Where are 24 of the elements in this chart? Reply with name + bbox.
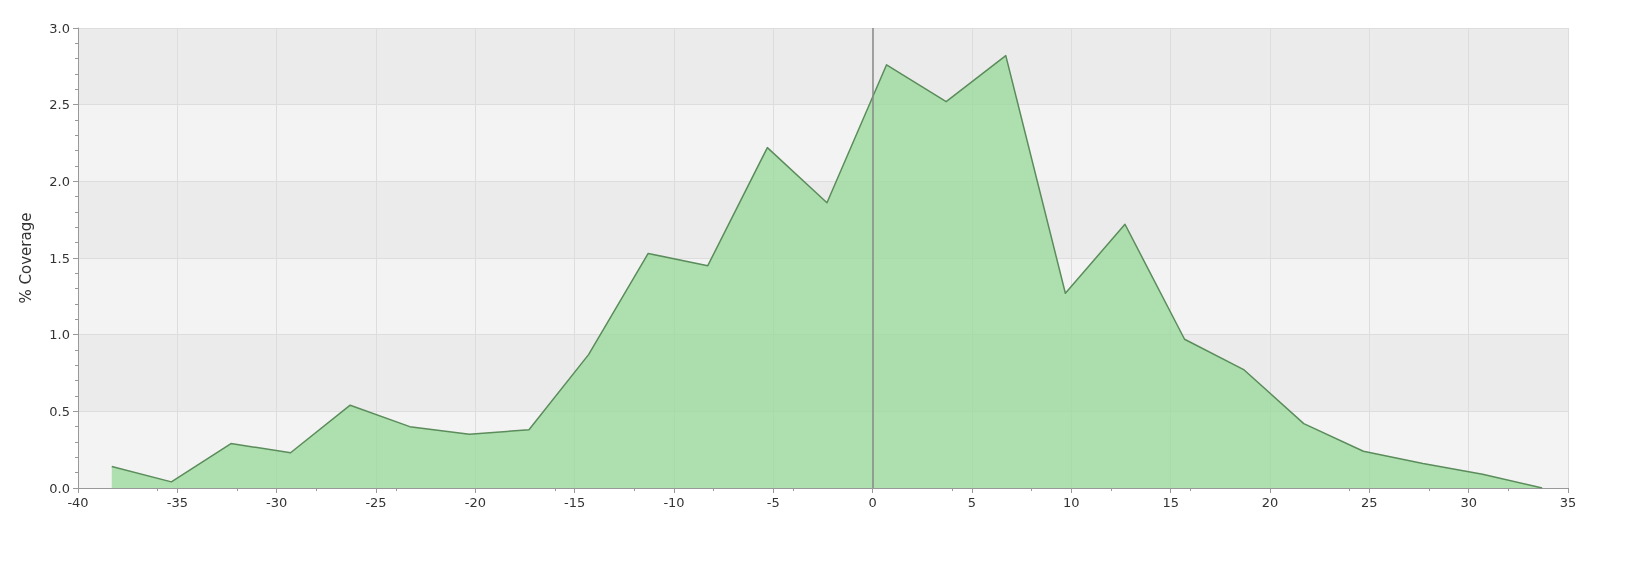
- y-tick-label: 2.5: [49, 97, 70, 113]
- y-tick-label: 1.5: [49, 250, 70, 266]
- x-tick-label: -25: [365, 495, 387, 510]
- x-tick-label: -40: [67, 495, 89, 510]
- x-tick-label: -10: [663, 495, 685, 510]
- y-tick-label: 1.0: [49, 327, 70, 343]
- x-tick-label: -20: [464, 495, 486, 510]
- x-tick-label: 20: [1261, 495, 1279, 510]
- x-tick-label: -35: [166, 495, 188, 510]
- y-tick-label: 2.0: [49, 173, 70, 189]
- y-axis-title: % Coverage: [16, 212, 35, 304]
- x-tick-label: 0: [868, 495, 877, 510]
- y-tick-label: 0.5: [49, 403, 70, 419]
- y-tick-label: 0.0: [49, 480, 70, 496]
- x-tick-label: 25: [1361, 495, 1378, 510]
- x-tick-label: 5: [967, 495, 977, 510]
- y-tick-label: 3.0: [49, 20, 70, 36]
- x-tick-label: 30: [1460, 495, 1477, 510]
- x-tick-label: -5: [766, 495, 780, 510]
- x-tick-label: 15: [1162, 495, 1179, 510]
- x-tick-label: 35: [1559, 495, 1577, 510]
- x-tick-label: 10: [1063, 495, 1080, 510]
- x-tick-label: -30: [266, 495, 288, 510]
- x-tick-label: -15: [564, 495, 586, 510]
